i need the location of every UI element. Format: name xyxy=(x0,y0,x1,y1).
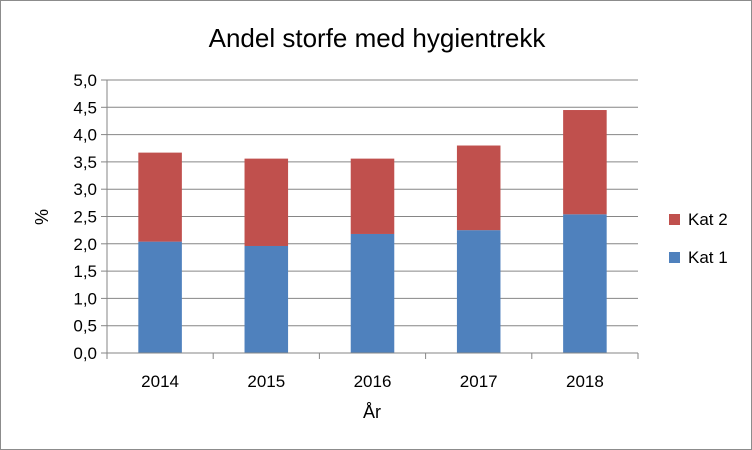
y-tick-label: 1,0 xyxy=(73,289,97,308)
y-tick-label: 1,5 xyxy=(73,262,97,281)
bar-kat-1-2017 xyxy=(456,230,501,353)
y-tick-label: 0,5 xyxy=(73,317,97,336)
y-tick-label: 0,0 xyxy=(73,344,97,363)
legend-swatch-kat-2 xyxy=(669,214,680,225)
legend-label-kat-1: Kat 1 xyxy=(688,248,728,267)
bar-kat-1-2015 xyxy=(244,245,289,353)
x-axis-title: År xyxy=(363,402,381,422)
x-tick-label: 2014 xyxy=(141,372,179,391)
x-tick-label: 2017 xyxy=(460,372,498,391)
y-tick-label: 2,5 xyxy=(73,208,97,227)
axes: 0,0 0,5 1,0 1,5 2,0 2,5 3,0 3,5 4,0 4,5 5,0 2014 201… xyxy=(73,71,639,391)
bar-kat-1-2014 xyxy=(138,241,182,353)
bar-kat-2-2014 xyxy=(138,152,182,242)
bar-kat-2-2016 xyxy=(350,158,395,234)
y-tick-label: 5,0 xyxy=(73,71,97,90)
bar-kat-1-2018 xyxy=(563,214,607,353)
bar-kat-2-2017 xyxy=(456,145,501,231)
bar-kat-2-2018 xyxy=(563,110,607,215)
bar-kat-1-2016 xyxy=(350,233,395,353)
y-tick-label: 4,0 xyxy=(73,126,97,145)
y-tick-label: 4,5 xyxy=(73,98,97,117)
legend-swatch-kat-1 xyxy=(669,252,680,263)
chart-title: Andel storfe med hygientrekk xyxy=(209,23,547,53)
x-tick-label: 2018 xyxy=(566,372,604,391)
legend-label-kat-2: Kat 2 xyxy=(688,210,728,229)
y-tick-label: 3,0 xyxy=(73,180,97,199)
y-tick-label: 2,0 xyxy=(73,235,97,254)
x-tick-label: 2015 xyxy=(247,372,285,391)
y-axis-title: % xyxy=(32,209,52,225)
y-tick-label: 3,5 xyxy=(73,153,97,172)
x-tick-label: 2016 xyxy=(354,372,392,391)
bar-kat-2-2015 xyxy=(244,158,289,246)
legend: Kat 2 Kat 1 xyxy=(669,210,728,267)
bars xyxy=(138,110,607,353)
